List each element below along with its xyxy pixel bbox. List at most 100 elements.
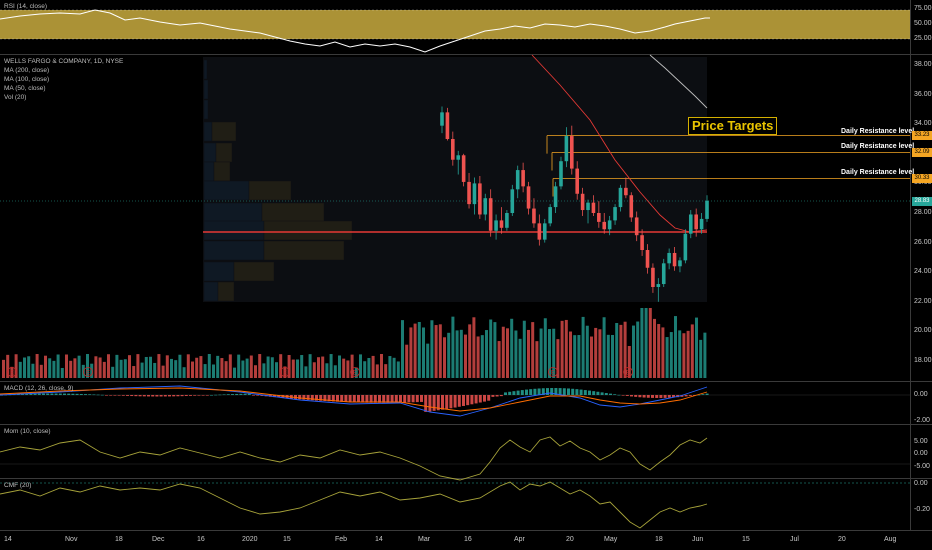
volume-bar: [354, 367, 358, 378]
volume-bar: [304, 366, 308, 378]
volume-bar: [31, 363, 35, 378]
macd-hist-bar: [583, 390, 587, 395]
macd-level-neg2: -2.00: [914, 417, 930, 424]
volume-bar: [207, 354, 211, 378]
macd-hist-bar: [369, 395, 373, 403]
macd-hist-bar: [172, 395, 176, 397]
legend-symbol[interactable]: WELLS FARGO & COMPANY, 1D, NYSE: [4, 58, 124, 65]
candle-body: [494, 220, 498, 231]
volume-bar: [552, 328, 556, 378]
volume-bar: [611, 334, 614, 378]
volume-bar: [535, 341, 539, 378]
macd-hist-bar: [226, 394, 230, 395]
macd-hist-bar: [126, 395, 129, 396]
macd-hist-bar: [50, 393, 54, 395]
candle-body: [645, 250, 650, 268]
macd-hist-bar: [390, 395, 394, 403]
volume-bar: [228, 354, 232, 378]
earnings-marker-label: E: [283, 371, 287, 377]
macd-hist-bar: [319, 395, 323, 401]
time-axis-label: Aug: [884, 536, 897, 543]
macd-hist-bar: [373, 395, 377, 403]
macd-hist-bar: [436, 395, 440, 411]
macd-hist-bar: [46, 393, 50, 395]
volume-bar: [506, 328, 509, 378]
price-axis-label: 34.00: [914, 120, 932, 128]
volume-bar: [18, 361, 22, 378]
macd-hist-bar: [37, 393, 41, 395]
volume-bar: [287, 354, 291, 378]
candle-body: [661, 263, 666, 285]
candle-body: [629, 195, 634, 218]
volume-bar: [123, 359, 127, 378]
volume-bar: [245, 358, 249, 378]
volume-bar: [94, 356, 98, 378]
rsi-band: [0, 10, 910, 39]
macd-hist-bar: [646, 395, 650, 398]
price-axis-label: 26.00: [914, 238, 932, 246]
volume-bar: [10, 366, 14, 378]
volume-bar: [56, 354, 60, 378]
legend-volume[interactable]: Vol (20): [4, 94, 27, 101]
volume-bar: [644, 308, 648, 378]
volume-bar: [174, 360, 178, 378]
rsi-pane: [0, 9, 910, 53]
volume-bar: [430, 320, 434, 378]
volume-bar: [434, 325, 438, 378]
macd-hist-bar: [562, 388, 566, 395]
candle-body: [602, 221, 607, 230]
candle-body: [597, 213, 601, 222]
time-axis-label: Jul: [790, 536, 799, 543]
volume-bar: [585, 325, 589, 378]
volume-bar: [291, 359, 295, 378]
macd-hist-bar: [75, 393, 79, 395]
volume-bar: [182, 367, 186, 378]
volume-bar: [690, 324, 694, 378]
candle-body: [559, 161, 563, 187]
volume-bar: [703, 332, 707, 378]
candle-body: [488, 198, 493, 231]
volume-bar: [594, 327, 598, 378]
macd-hist-bar: [84, 394, 87, 395]
momentum-pane: [0, 436, 910, 481]
candle-body: [456, 155, 461, 160]
legend-ma-200[interactable]: MA (200, close): [4, 67, 50, 74]
macd-hist-bar: [609, 393, 612, 395]
volume-bar: [699, 339, 703, 378]
time-axis-label: Apr: [514, 536, 525, 543]
volume-bar: [342, 358, 346, 378]
macd-hist-bar: [462, 395, 465, 406]
legend-ma-50[interactable]: MA (50, close): [4, 85, 46, 92]
time-axis-label: 15: [742, 536, 750, 543]
legend-ma-100[interactable]: MA (100, close): [4, 76, 50, 83]
volume-bar: [128, 355, 131, 378]
candle-body: [618, 187, 623, 208]
volume-bar: [531, 322, 535, 378]
time-axis-label: Feb: [335, 536, 348, 543]
volume-bar: [90, 363, 94, 378]
resistance-label-3: Daily Resistance level: [841, 169, 915, 176]
volume-bar: [405, 344, 409, 378]
macd-hist-bar: [630, 395, 633, 397]
macd-hist-bar: [428, 395, 432, 412]
macd-hist-bar: [16, 394, 20, 395]
macd-hist-bar: [357, 395, 360, 403]
macd-hist-bar: [243, 393, 247, 395]
macd-hist-bar: [25, 393, 29, 395]
resistance-tag-1: 33.23: [912, 131, 932, 140]
cmf-level-neg020: -0.20: [914, 506, 930, 513]
ma-200-line: [649, 54, 708, 109]
volume-bar: [233, 367, 236, 378]
macd-hist-bar: [344, 395, 348, 403]
macd-hist-bar: [210, 394, 213, 396]
time-axis-label: 15: [283, 536, 291, 543]
macd-hist-bar: [508, 391, 512, 395]
macd-hist-bar: [88, 394, 92, 395]
volume-bar: [69, 360, 73, 378]
macd-hist-bar: [197, 395, 201, 396]
volume-bar: [438, 324, 442, 378]
macd-hist-bar: [96, 394, 100, 396]
candle-body: [499, 220, 504, 228]
resistance-tag-2: 32.09: [912, 148, 932, 157]
